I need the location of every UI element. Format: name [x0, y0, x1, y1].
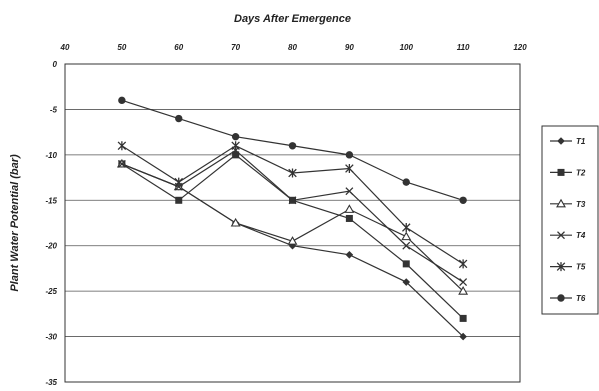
y-tick-label: -25 — [45, 287, 57, 296]
legend-item-t3: T3 — [550, 198, 586, 209]
legend-item-t4: T4 — [550, 231, 586, 240]
x-tick-label: 60 — [174, 43, 183, 52]
data-point-t2 — [175, 196, 183, 204]
legend-marker — [557, 294, 565, 302]
x-tick-label: 120 — [513, 43, 527, 52]
legend-marker — [557, 137, 565, 145]
data-point-t1 — [459, 332, 467, 341]
legend: T1 T2 T3 T4 T5 T6 — [541, 125, 599, 315]
y-tick-label: -20 — [45, 242, 57, 251]
x-tick-label: 90 — [345, 43, 354, 52]
legend-marker — [556, 198, 566, 208]
legend-item-t5: T5 — [550, 262, 586, 272]
data-point-t5 — [345, 163, 354, 173]
plot-area — [64, 63, 521, 383]
data-point-t1 — [345, 251, 354, 259]
data-point-t5 — [174, 177, 184, 187]
legend-label: T1 — [576, 137, 586, 146]
series-t5 — [117, 141, 468, 269]
data-point-t4 — [402, 241, 411, 250]
data-point-t4 — [288, 196, 297, 205]
data-point-t3 — [344, 204, 355, 213]
y-tick-label: -5 — [50, 105, 58, 114]
x-tick-label: 50 — [117, 43, 126, 52]
data-point-t6 — [118, 96, 126, 105]
x-tick-label: 40 — [60, 43, 70, 52]
y-tick-label: -15 — [45, 196, 57, 205]
data-point-t5 — [401, 223, 411, 233]
legend-marker — [557, 168, 565, 176]
data-point-t4 — [117, 159, 126, 168]
legend-label: T3 — [576, 200, 586, 209]
legend-label: T4 — [576, 231, 586, 240]
y-tick-label: -35 — [45, 378, 57, 387]
y-tick-label: 0 — [53, 60, 58, 69]
x-tick-label: 70 — [231, 43, 240, 52]
x-axis-ticks: 40 50 60 70 80 90 100 110 120 — [60, 43, 528, 52]
series-t4 — [117, 146, 468, 287]
data-point-t2 — [402, 260, 410, 268]
series-t6 — [118, 96, 467, 204]
legend-box — [541, 125, 599, 315]
x-tick-label: 80 — [288, 43, 297, 52]
data-point-t5 — [458, 259, 468, 269]
data-point-t5 — [117, 141, 127, 151]
data-point-t5 — [231, 141, 240, 151]
legend-item-t2: T2 — [550, 168, 586, 177]
y-tick-label: -10 — [45, 151, 57, 160]
legend-marker — [557, 231, 565, 240]
data-point-t6 — [175, 114, 183, 123]
data-point-t3 — [401, 231, 412, 241]
data-point-t6 — [345, 151, 354, 159]
y-tick-label: -30 — [45, 333, 57, 342]
data-point-t6 — [288, 142, 297, 150]
x-tick-label: 100 — [400, 43, 414, 52]
data-point-t6 — [402, 178, 410, 186]
series-group — [116, 96, 469, 341]
data-point-t3 — [287, 236, 298, 245]
x-axis-title: Days After Emergence — [234, 13, 351, 25]
data-point-t6 — [231, 132, 240, 141]
data-point-t5 — [288, 168, 297, 178]
data-point-t3 — [458, 286, 469, 295]
data-point-t4 — [459, 278, 468, 287]
legend-label: T5 — [576, 263, 586, 272]
data-point-t2 — [345, 214, 353, 222]
legend-item-t6: T6 — [550, 294, 586, 303]
legend-marker — [556, 262, 566, 272]
data-point-t2 — [459, 314, 467, 322]
legend-item-t1: T1 — [550, 137, 586, 146]
data-point-t3 — [230, 217, 241, 227]
legend-label: T2 — [576, 168, 586, 177]
data-point-t2 — [232, 151, 240, 159]
legend-label: T6 — [576, 294, 586, 303]
x-tick-label: 110 — [457, 43, 470, 52]
data-point-t1 — [402, 278, 411, 286]
data-point-t4 — [345, 187, 354, 196]
y-axis-title: Plant Water Potential (bar) — [9, 154, 21, 292]
data-point-t6 — [459, 196, 467, 204]
y-axis-ticks: 0 -5 -10 -15 -20 -25 -30 -35 — [45, 60, 57, 387]
